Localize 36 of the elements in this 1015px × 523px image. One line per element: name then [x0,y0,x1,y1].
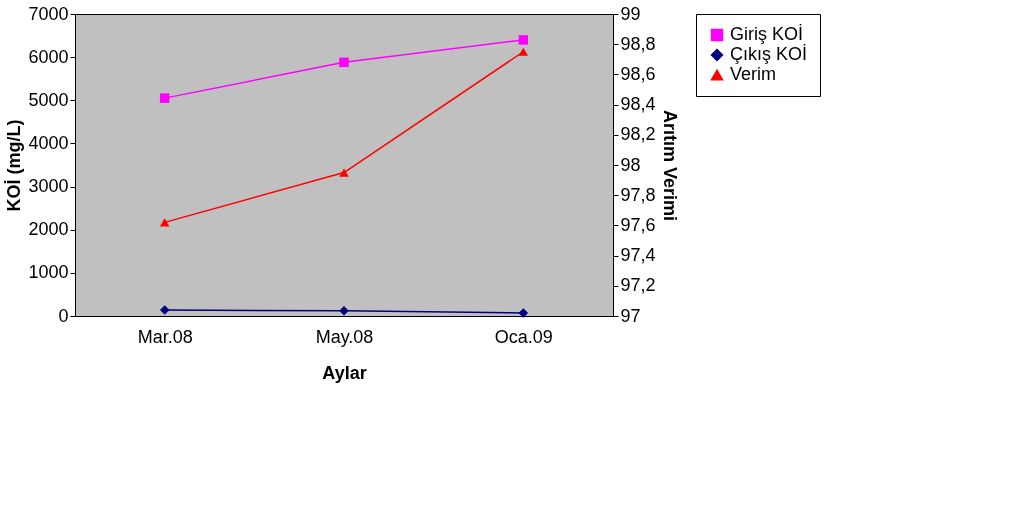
y2-tick-label: 98,4 [620,94,656,115]
point [159,305,170,315]
point [159,93,170,103]
y2-axis-title: Arıtım Verimi [659,109,680,222]
y2-tick-label: 97 [620,305,641,326]
y2-tick-label: 97,8 [620,184,656,205]
y2-tick-label: 98 [620,154,641,175]
x-axis-title: Aylar [322,362,367,383]
y-tick-label: 3000 [28,176,69,197]
x-tick-label: Oca.09 [494,326,553,347]
y-tick-label: 7000 [28,3,69,24]
x-tick-label: May.08 [315,326,374,347]
point [339,57,349,68]
y2-tick-label: 99 [620,3,641,24]
x-tick-label: Mar.08 [137,326,193,347]
y-tick-label: 5000 [28,89,69,110]
legend-label: Verim [730,64,777,84]
y-axis-title: KOİ (mg/L) [4,119,25,212]
y-tick-label: 1000 [28,262,69,283]
point [339,168,349,177]
y2-tick-label: 97,4 [620,245,656,266]
y2-tick-label: 97,2 [620,275,656,296]
y2-tick-label: 98,2 [620,124,656,145]
point [518,35,529,45]
y-tick-label: 4000 [28,132,69,153]
point [518,308,529,318]
legend-label: Giriş KOİ [730,24,804,44]
y2-tick-label: 98,6 [620,63,656,84]
y-tick-label: 2000 [28,219,69,240]
y-tick-label: 6000 [28,46,69,67]
point [159,218,170,227]
y2-tick-label: 97,6 [620,214,656,235]
legend-label: Çıkış KOİ [730,44,808,64]
y2-tick-label: 98,8 [620,33,656,54]
y-tick-label: 0 [58,305,69,326]
point [518,47,529,56]
